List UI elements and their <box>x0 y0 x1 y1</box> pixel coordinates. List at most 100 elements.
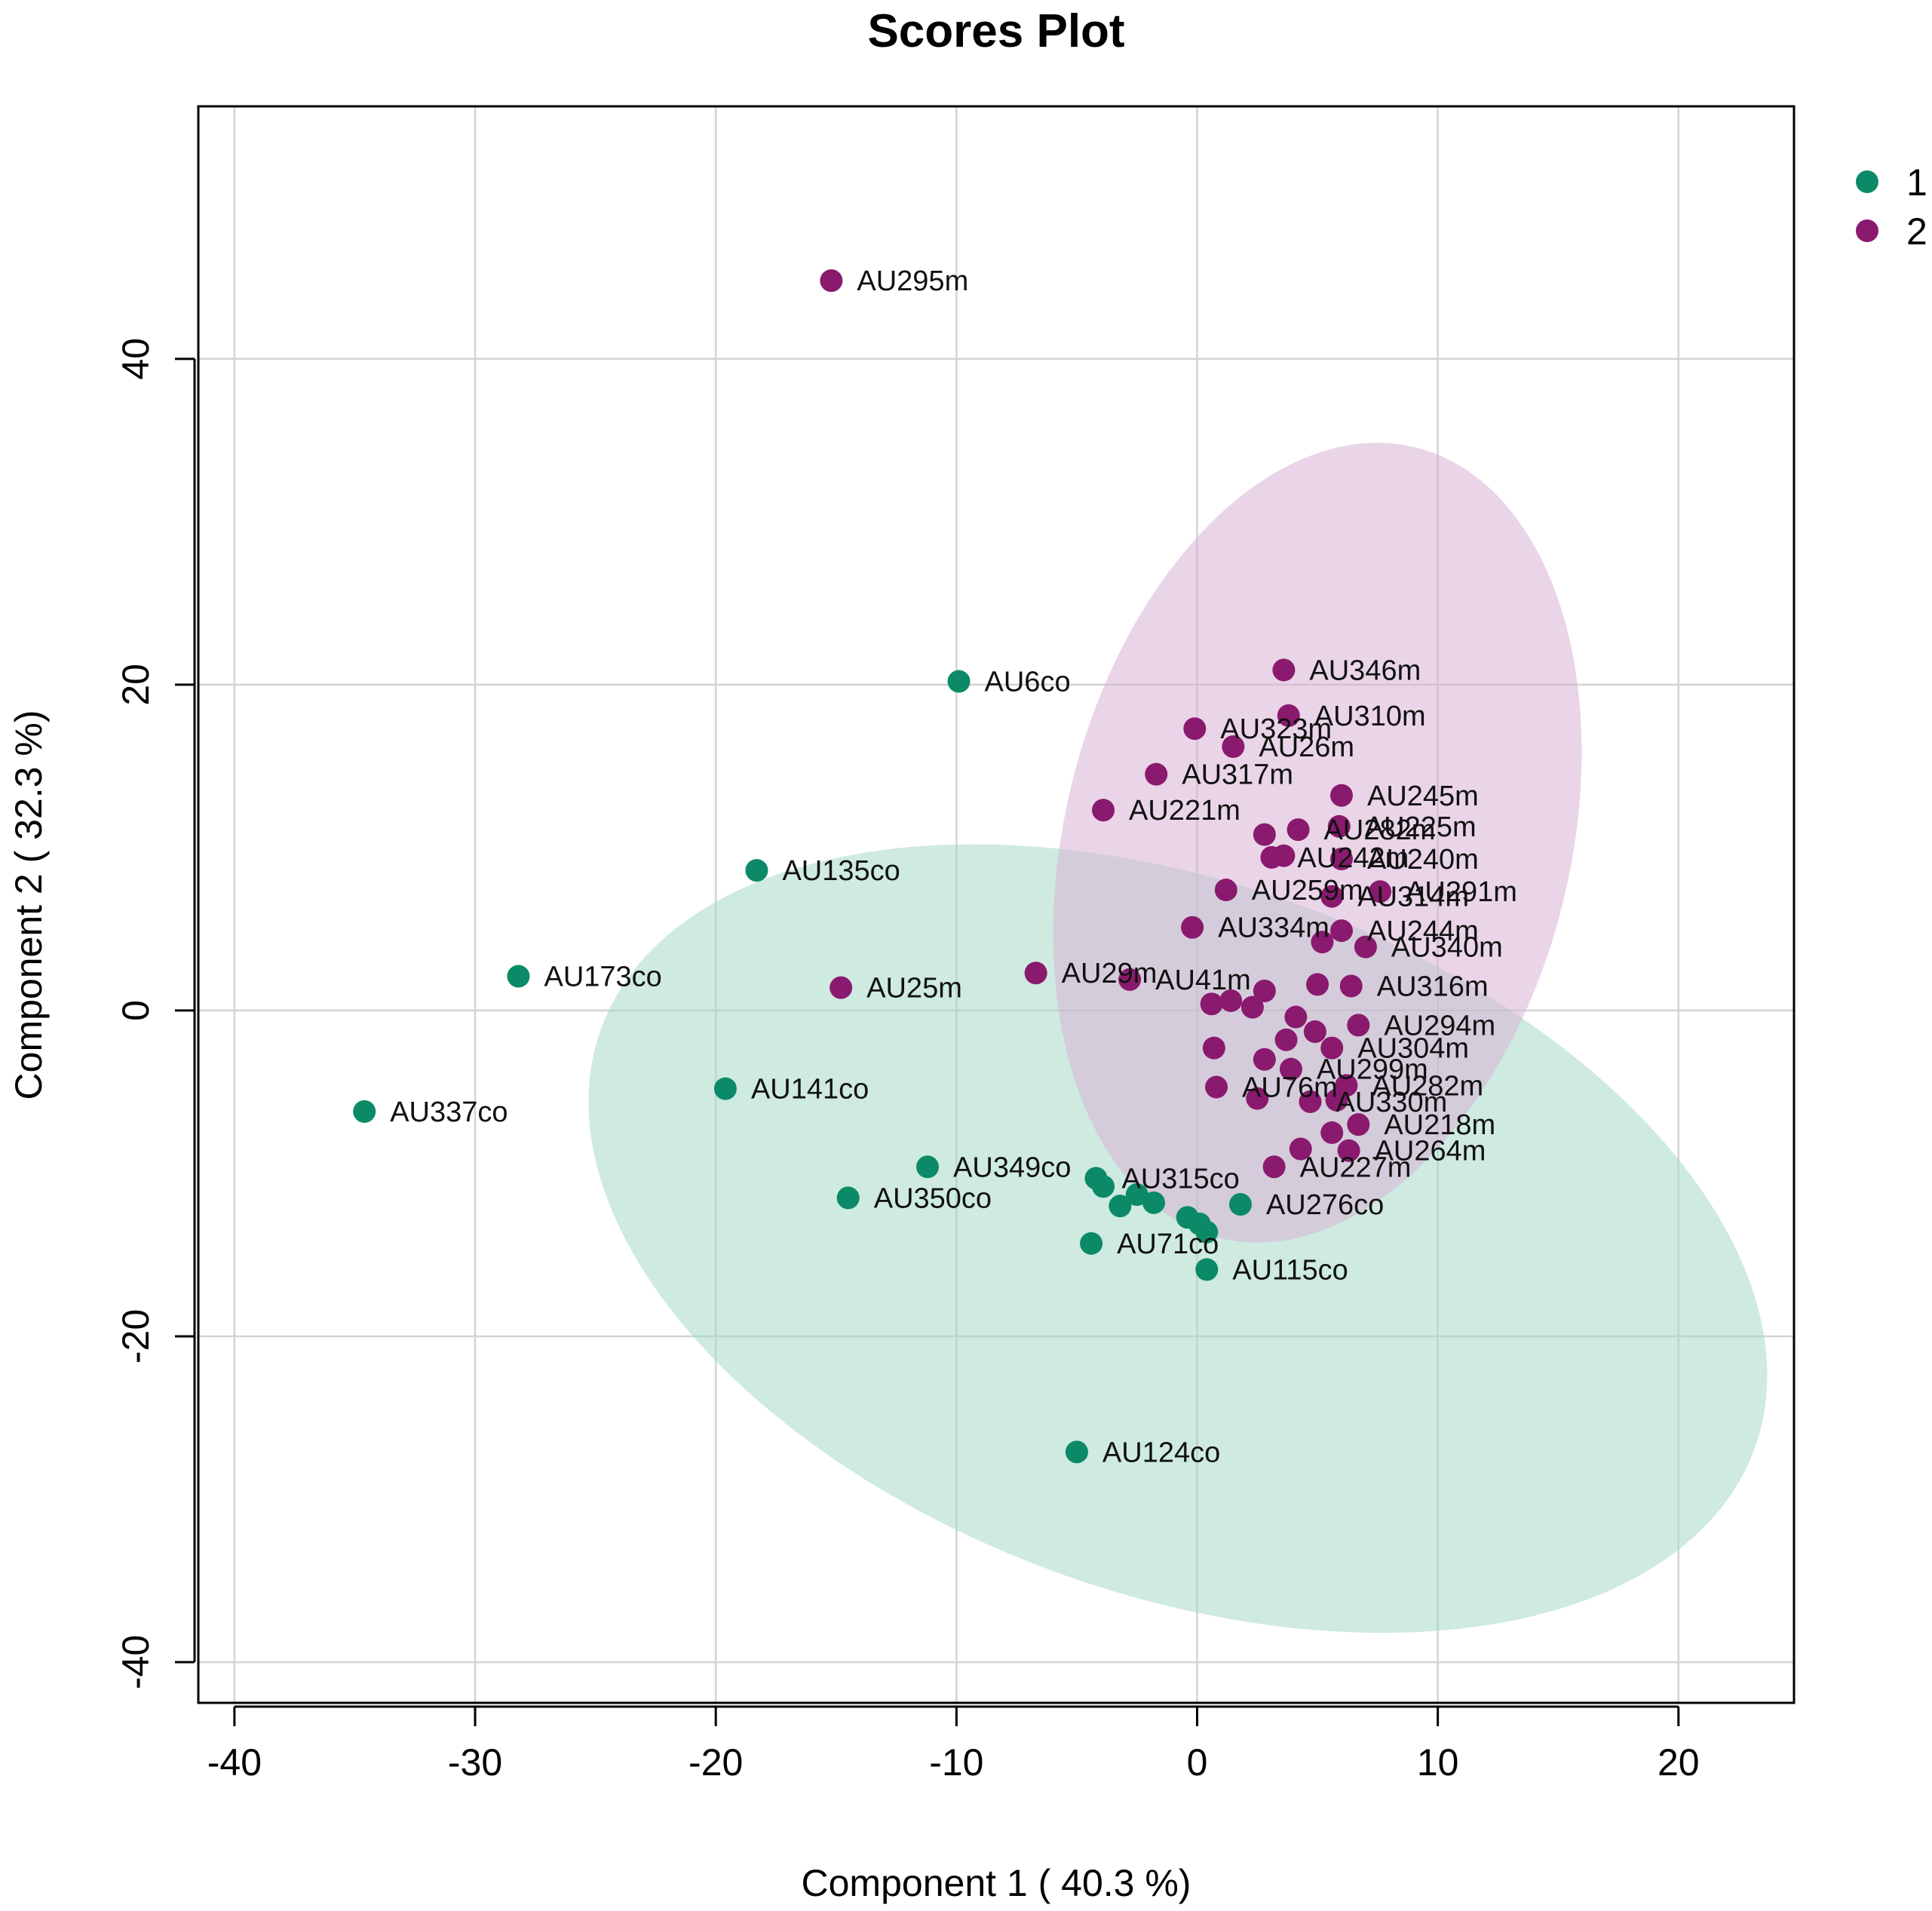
point-label: AU304m <box>1357 1033 1469 1065</box>
point-group-2 <box>1320 885 1344 908</box>
point-labels: AU6co AU135co AU173co AU141co AU337co AU349co… <box>390 265 1517 1468</box>
point-group-2 <box>1369 880 1392 903</box>
point-group-2 <box>1214 879 1237 902</box>
point-label: AU291m <box>1406 876 1517 908</box>
confidence-ellipses <box>588 443 1768 1633</box>
point-label: AU299m <box>1317 1054 1428 1086</box>
point-group-2 <box>1320 1121 1344 1144</box>
point-group-2 <box>1303 1020 1326 1043</box>
point-group-2 <box>1329 784 1353 807</box>
point-label: AU124co <box>1102 1437 1220 1468</box>
point-group-1 <box>713 1077 737 1100</box>
point-label: AU334m <box>1218 913 1329 944</box>
point-label: AU245m <box>1367 781 1479 812</box>
point-group-2 <box>1219 989 1243 1012</box>
data-points <box>353 269 1392 1464</box>
point-label: AU282m <box>1324 814 1436 846</box>
point-group-2 <box>1347 1014 1370 1037</box>
point-label: AU310m <box>1314 701 1426 732</box>
point-group-2 <box>1289 1137 1312 1161</box>
point-group-2 <box>1253 823 1276 846</box>
point-group-1 <box>1092 1175 1115 1198</box>
point-label: AU317m <box>1182 759 1293 791</box>
point-label: AU244m <box>1367 916 1479 947</box>
point-label: AU323m <box>1220 713 1332 745</box>
point-group-2 <box>1272 658 1296 682</box>
point-label: AU173co <box>544 962 661 993</box>
point-label: AU282m <box>1372 1070 1483 1102</box>
y-axis-label: Component 2 ( 32.3 %) <box>8 710 50 1100</box>
point-group-1 <box>1228 1192 1252 1216</box>
point-group-2 <box>1262 1155 1286 1179</box>
point-label: AU242m <box>1297 842 1409 874</box>
legend-marker-1 <box>1856 170 1878 193</box>
point-label: AU340m <box>1391 932 1503 964</box>
point-group-2 <box>1183 717 1207 741</box>
point-label: AU337co <box>390 1097 508 1128</box>
point-label: AU25m <box>866 973 962 1005</box>
point-group-2 <box>1277 704 1300 727</box>
point-group-2 <box>1327 814 1351 838</box>
x-tick-label: -10 <box>929 1741 983 1784</box>
point-label: AU315co <box>1121 1163 1239 1195</box>
point-group-2 <box>1337 1139 1360 1162</box>
y-axis: -40 -20 0 20 40 <box>115 338 196 1689</box>
point-label: AU349co <box>953 1152 1071 1183</box>
point-group-2 <box>1024 962 1047 985</box>
point-group-1 <box>1065 1440 1088 1464</box>
point-group-2 <box>1240 995 1264 1019</box>
legend-label-2: 2 <box>1906 210 1927 253</box>
point-group-2 <box>1222 735 1245 758</box>
point-group-2 <box>1274 1028 1298 1051</box>
point-group-2 <box>1253 1048 1276 1071</box>
point-group-2 <box>1354 935 1377 959</box>
point-group-1 <box>745 859 768 882</box>
y-tick-label: 0 <box>115 1000 157 1021</box>
point-group-2 <box>1286 818 1310 842</box>
point-group-2 <box>1181 916 1204 939</box>
point-group-1 <box>1109 1195 1132 1218</box>
point-label: AU141co <box>751 1074 869 1106</box>
point-label: AU330m <box>1336 1087 1447 1118</box>
point-group-2 <box>1272 844 1296 867</box>
point-group-2 <box>1329 919 1353 943</box>
point-group-1 <box>1142 1191 1166 1214</box>
point-label: AU350co <box>874 1182 992 1214</box>
point-group-1 <box>836 1186 860 1210</box>
point-label: AU259m <box>1252 875 1363 906</box>
point-label: AU135co <box>782 855 900 887</box>
x-tick-label: 0 <box>1187 1741 1208 1784</box>
x-tick-label: 20 <box>1658 1741 1700 1784</box>
point-group-2 <box>1306 973 1329 996</box>
point-group-2 <box>1118 968 1142 991</box>
point-group-2 <box>1325 1088 1348 1112</box>
point-label: AU221m <box>1129 795 1240 827</box>
point-label: AU29m <box>1062 958 1158 989</box>
point-group-2 <box>1200 992 1223 1016</box>
point-group-1 <box>507 965 530 988</box>
point-label: AU316m <box>1377 971 1489 1003</box>
y-tick-label: 20 <box>115 664 157 706</box>
point-group-2 <box>1339 974 1363 998</box>
y-tick-label: -40 <box>115 1635 157 1689</box>
point-label: AU294m <box>1384 1010 1495 1041</box>
point-label: AU276co <box>1266 1189 1384 1221</box>
x-tick-label: -30 <box>448 1741 502 1784</box>
y-tick-label: 40 <box>115 338 157 380</box>
legend: 12 <box>1856 161 1927 253</box>
point-label: AU295m <box>857 265 968 297</box>
point-group-2 <box>1299 1090 1322 1113</box>
x-tick-label: -40 <box>207 1741 262 1784</box>
y-tick-label: -20 <box>115 1309 157 1363</box>
point-label: AU240m <box>1367 844 1479 876</box>
x-axis-label: Component 1 ( 40.3 %) <box>802 1862 1191 1904</box>
legend-label-1: 1 <box>1906 161 1927 204</box>
point-group-2 <box>1246 1087 1269 1110</box>
point-group-1 <box>1195 1220 1219 1244</box>
legend-marker-2 <box>1856 219 1878 242</box>
point-label: AU314m <box>1357 882 1469 913</box>
point-group-1 <box>353 1100 376 1123</box>
point-group-1 <box>1125 1183 1148 1207</box>
point-label: AU346m <box>1309 655 1421 686</box>
